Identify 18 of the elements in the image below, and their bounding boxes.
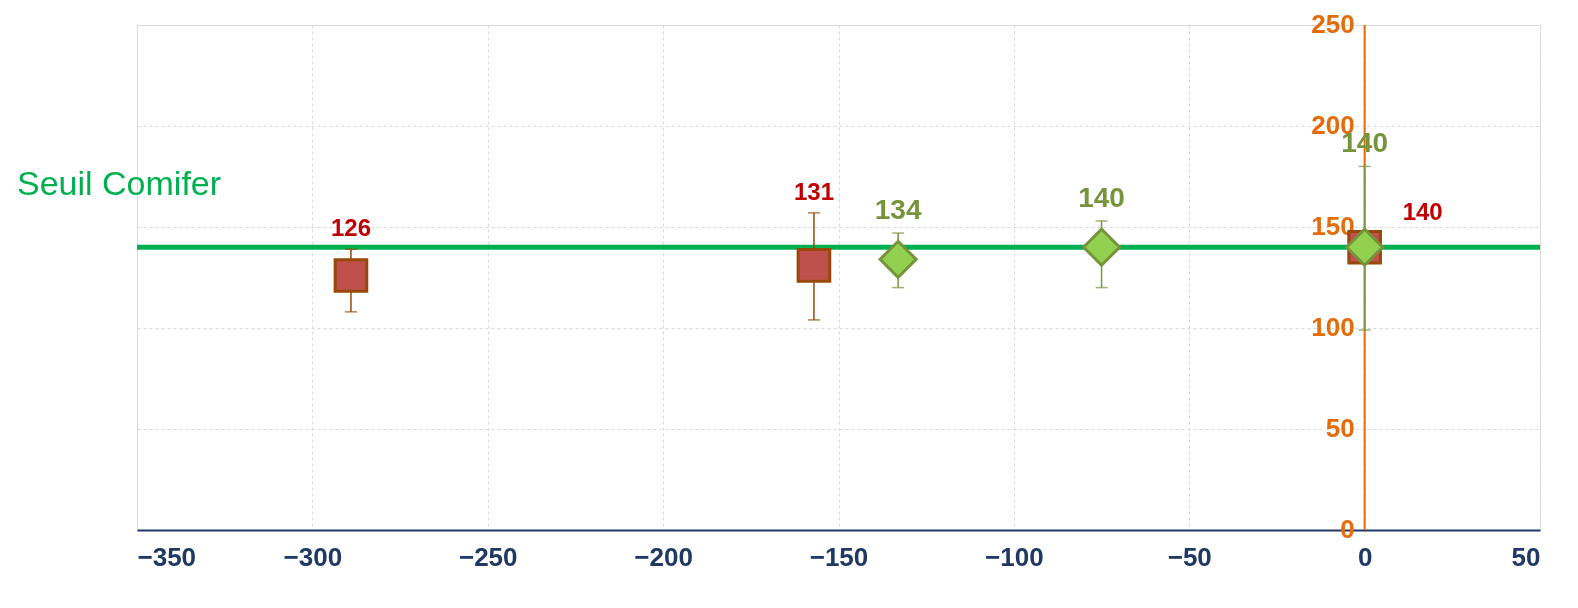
x-tick-label: −300 xyxy=(283,541,343,572)
x-tick-label: −250 xyxy=(458,541,518,572)
ref-line-label: Seuil Comifer xyxy=(17,164,222,203)
x-tick-label: −50 xyxy=(1167,541,1212,572)
y-tick-label: 150 xyxy=(1311,211,1355,241)
data-label: 126 xyxy=(330,214,371,242)
data-label: 134 xyxy=(874,194,922,226)
x-tick-label: 50 xyxy=(1511,541,1541,572)
x-tick-label: −350 xyxy=(137,541,197,572)
data-label: 140 xyxy=(1078,181,1125,213)
x-tick-label: −150 xyxy=(809,541,869,572)
data-label: 131 xyxy=(793,177,834,205)
y-tick-label: 250 xyxy=(1311,9,1355,39)
x-tick-label: −100 xyxy=(985,541,1044,572)
x-tick-label: −200 xyxy=(634,541,693,572)
y-tick-label: 50 xyxy=(1325,413,1355,443)
data-label: 140 xyxy=(1402,198,1443,226)
y-tick-label: 100 xyxy=(1311,312,1355,342)
